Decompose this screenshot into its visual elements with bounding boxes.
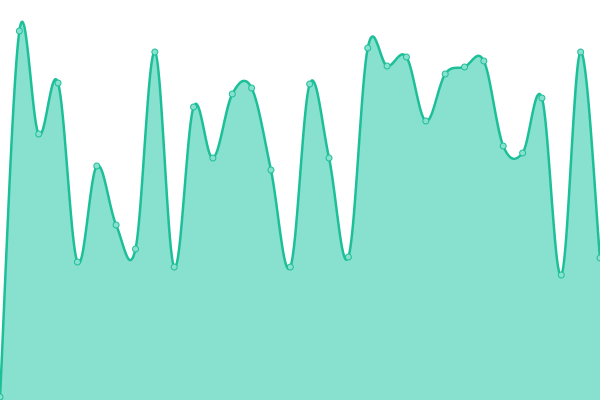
data-point-10 xyxy=(190,103,198,111)
data-point-15 xyxy=(286,263,294,271)
data-points xyxy=(0,27,600,400)
data-point-1 xyxy=(15,27,23,35)
data-point-7 xyxy=(131,245,139,253)
data-point-30 xyxy=(577,48,585,56)
data-point-8 xyxy=(151,48,159,56)
data-point-20 xyxy=(383,62,391,70)
data-point-29 xyxy=(557,271,565,279)
data-point-17 xyxy=(325,154,333,162)
data-point-22 xyxy=(422,117,430,125)
data-point-23 xyxy=(441,70,449,78)
data-point-24 xyxy=(461,63,469,71)
data-point-26 xyxy=(499,142,507,150)
data-point-18 xyxy=(344,253,352,261)
data-point-11 xyxy=(209,154,217,162)
data-point-21 xyxy=(402,53,410,61)
data-point-31 xyxy=(596,254,600,262)
data-point-19 xyxy=(364,44,372,52)
data-point-13 xyxy=(248,84,256,92)
data-point-14 xyxy=(267,166,275,174)
series-area-fill xyxy=(0,21,600,400)
data-point-12 xyxy=(228,90,236,98)
data-point-4 xyxy=(73,258,81,266)
data-point-25 xyxy=(480,57,488,65)
data-point-16 xyxy=(306,80,314,88)
data-point-27 xyxy=(519,149,527,157)
data-point-28 xyxy=(538,94,546,102)
data-point-2 xyxy=(35,130,43,138)
data-point-6 xyxy=(112,221,120,229)
data-point-5 xyxy=(93,162,101,170)
data-point-9 xyxy=(170,263,178,271)
data-point-3 xyxy=(54,79,62,87)
data-point-0 xyxy=(0,393,4,400)
